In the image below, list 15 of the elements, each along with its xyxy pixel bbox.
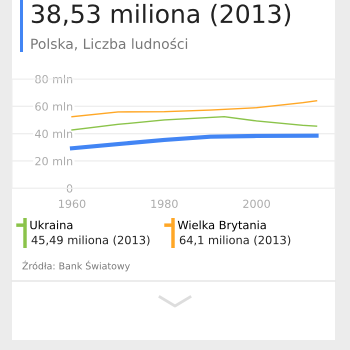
text: 45,49 miliona (2013) xyxy=(32,235,150,246)
chart-subtitle: Polska, Liczba ludności xyxy=(31,38,188,50)
line-series xyxy=(71,100,318,118)
y-tick-label: 40 mln xyxy=(35,129,72,138)
y-tick-label: 20 mln xyxy=(35,156,72,166)
x-tick-label: 2000 xyxy=(243,200,270,208)
text: 64,1 miliona (2013) xyxy=(180,235,290,246)
chart-title: 38,53 miliona (2013) xyxy=(32,4,290,26)
line-series xyxy=(71,116,318,131)
y-tick-label: 60 mln xyxy=(35,102,72,111)
x-tick-label: 1960 xyxy=(59,200,86,208)
text: Źródła: Bank Światowy xyxy=(22,260,130,272)
legend-label: Wielka Brytania xyxy=(178,220,266,232)
x-tick-label: 1980 xyxy=(151,200,178,208)
legend-label: Ukraina xyxy=(30,220,72,230)
